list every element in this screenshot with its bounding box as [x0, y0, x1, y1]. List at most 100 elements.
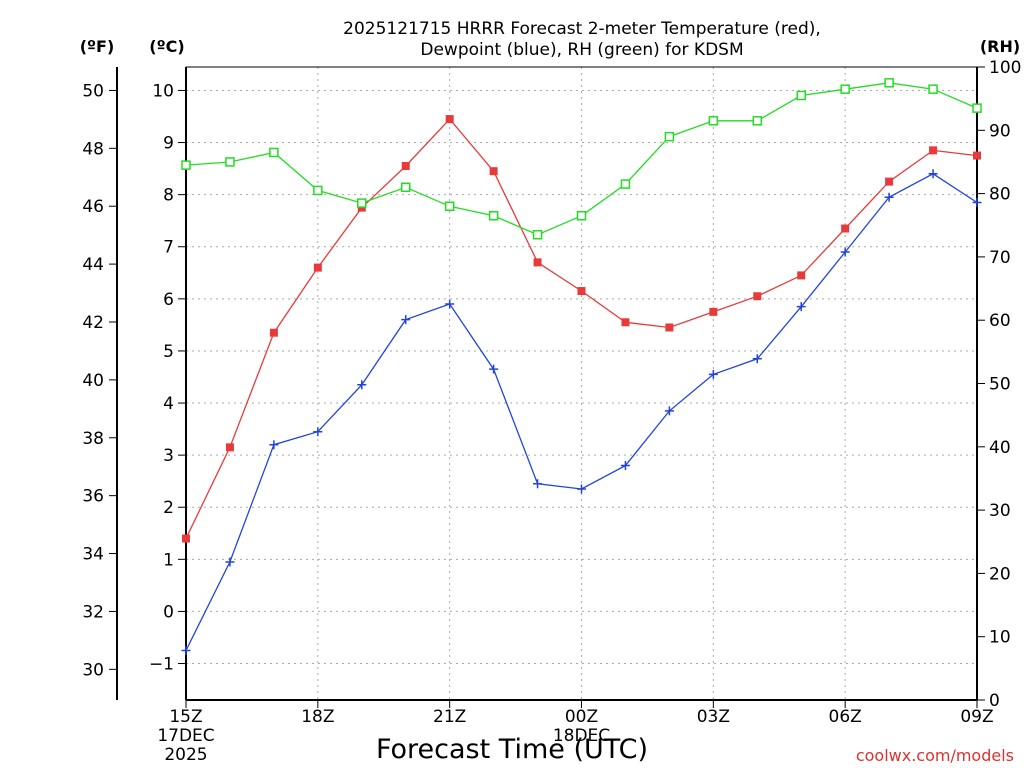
celsius-tick-label: 7: [163, 238, 174, 258]
fahrenheit-tick-label: 30: [82, 660, 104, 680]
dewpoint-point: [313, 427, 323, 437]
temperature-point: [445, 115, 454, 124]
celsius-tick-label: 1: [163, 550, 174, 570]
fahrenheit-tick-label: 34: [82, 545, 104, 565]
dewpoint-point: [445, 299, 455, 309]
rh-point: [972, 103, 982, 113]
rh-series: [181, 78, 982, 240]
rh-tick-label: 20: [989, 564, 1011, 584]
temperature-point: [533, 258, 542, 267]
temperature-point: [753, 292, 762, 301]
dewpoint-point: [489, 364, 499, 374]
temperature-point: [225, 443, 234, 452]
x-tick-label: 2025: [164, 745, 207, 765]
temperature-point: [269, 328, 278, 337]
rh-point: [708, 116, 719, 126]
x-tick-label: 15Z: [169, 707, 202, 727]
rh-tick-label: 60: [989, 311, 1011, 331]
rh-point: [752, 116, 763, 126]
fahrenheit-tick-label: 42: [82, 313, 104, 333]
dewpoint-point: [577, 484, 586, 494]
x-tick-label: 21Z: [433, 707, 466, 727]
rh-point: [796, 90, 806, 101]
fahrenheit-tick-label: 32: [82, 602, 104, 622]
temperature-point: [841, 224, 850, 233]
celsius-tick-label: 6: [163, 290, 174, 310]
rh-unit-label: (RH): [980, 37, 1020, 56]
celsius-tick-label: 3: [163, 446, 174, 466]
rh-point: [444, 201, 455, 212]
fahrenheit-tick-label: 36: [82, 487, 104, 507]
rh-point: [313, 185, 323, 196]
fahrenheit-tick-label: 46: [82, 197, 104, 217]
celsius-tick-label: −1: [149, 655, 174, 675]
rh-tick-label: 100: [989, 58, 1021, 78]
dewpoint-point: [884, 192, 894, 202]
temperature-point: [577, 287, 586, 296]
celsius-tick-label: 10: [152, 81, 174, 101]
rh-point: [532, 229, 543, 240]
temperature-point: [929, 146, 938, 155]
dewpoint-point: [225, 557, 235, 567]
celsius-tick-label: 4: [163, 394, 174, 414]
chart-title-line-1: 2025121715 HRRR Forecast 2-meter Tempera…: [343, 19, 821, 39]
dewpoint-point: [840, 247, 850, 257]
gridlines: [186, 67, 977, 700]
rh-point: [357, 198, 367, 208]
chart-title-line-2: Dewpoint (blue), RH (green) for KDSM: [420, 40, 743, 60]
rh-point: [225, 157, 235, 167]
dewpoint-point: [928, 169, 938, 179]
temperature-point: [709, 307, 718, 316]
rh-point: [181, 160, 191, 170]
temperature-point: [973, 151, 981, 160]
celsius-tick-label: 5: [163, 342, 174, 362]
dewpoint-point: [269, 440, 279, 450]
x-tick-label: 09Z: [960, 707, 993, 727]
rh-tick-label: 0: [989, 691, 1000, 711]
celsius-tick-label: 8: [163, 186, 174, 206]
fahrenheit-tick-label: 44: [82, 255, 104, 275]
temperature-point: [401, 161, 410, 170]
data-series: [181, 78, 982, 656]
rh-tick-label: 90: [989, 121, 1011, 141]
rh-point: [928, 84, 938, 94]
x-tick-label: 18DEC: [553, 726, 610, 746]
rh-tick-label: 80: [989, 185, 1011, 205]
credit-label: coolwx.com/models: [856, 746, 1014, 765]
dewpoint-point: [708, 369, 718, 379]
rh-tick-label: 50: [989, 375, 1011, 395]
temperature-point: [885, 177, 894, 186]
temperature-point: [621, 318, 630, 327]
temperature-point: [665, 323, 674, 332]
x-tick-label: 03Z: [697, 707, 730, 727]
fahrenheit-tick-label: 50: [82, 81, 104, 101]
dewpoint-point: [357, 380, 367, 390]
rh-tick-label: 40: [989, 438, 1011, 458]
dewpoint-point: [972, 197, 982, 207]
fahrenheit-unit-label: (ºF): [80, 37, 115, 56]
celsius-unit-label: (ºC): [149, 37, 184, 56]
temperature-series: [182, 115, 981, 543]
dewpoint-point: [181, 646, 191, 656]
x-tick-label: 17DEC: [157, 726, 214, 746]
fahrenheit-tick-label: 38: [82, 429, 104, 449]
celsius-tick-label: 0: [163, 602, 174, 622]
rh-tick-label: 70: [989, 248, 1011, 268]
rh-point: [664, 131, 675, 142]
celsius-tick-label: 2: [163, 498, 174, 518]
celsius-tick-label: 9: [163, 134, 174, 154]
dewpoint-point: [401, 315, 411, 325]
fahrenheit-tick-label: 40: [82, 371, 104, 391]
tick-labels: −101234567891030323436384042444648500102…: [82, 58, 1021, 765]
rh-point: [269, 147, 279, 158]
temperature-point: [489, 167, 498, 176]
temperature-point: [182, 534, 190, 543]
rh-tick-label: 10: [989, 628, 1011, 648]
rh-tick-label: 30: [989, 501, 1011, 521]
fahrenheit-tick-label: 48: [82, 139, 104, 159]
x-tick-label: 06Z: [829, 707, 862, 727]
rh-point: [884, 78, 894, 88]
dewpoint-point: [752, 354, 762, 364]
dewpoint-point: [796, 302, 806, 312]
